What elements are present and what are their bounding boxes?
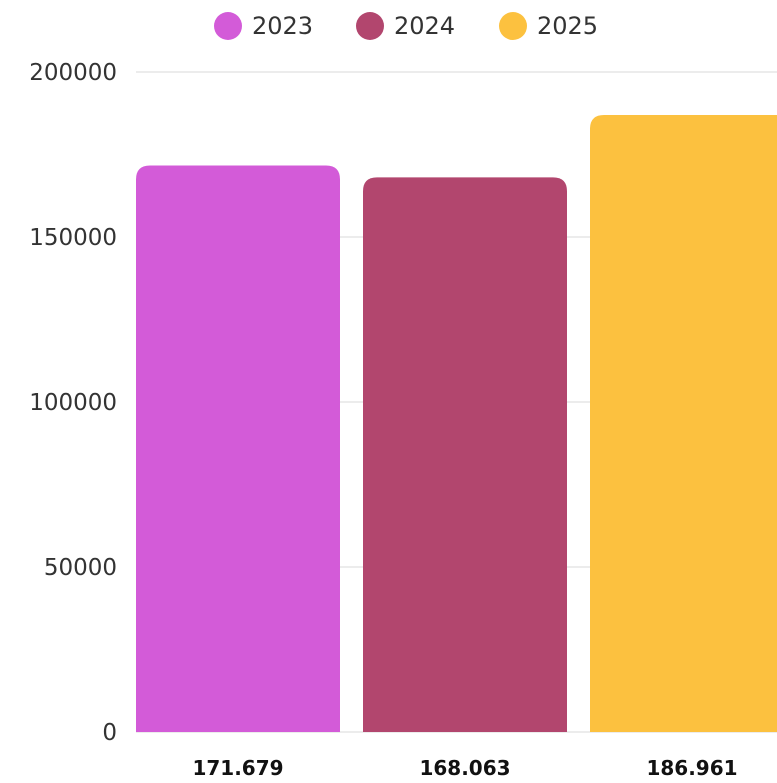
y-tick-label: 200000 (29, 60, 117, 86)
value-label-2025: 186.961 (646, 756, 737, 780)
y-axis-ticks: 0 50000 100000 150000 200000 (29, 60, 117, 746)
value-label-2024: 168.063 (419, 756, 510, 780)
bar-2025 (590, 115, 777, 732)
legend: 2023 2024 2025 (214, 12, 598, 40)
legend-item-2024: 2024 (356, 12, 455, 40)
bars (136, 115, 777, 733)
legend-swatch (356, 12, 384, 40)
legend-item-2025: 2025 (499, 12, 598, 40)
legend-swatch (214, 12, 242, 40)
legend-label: 2024 (394, 12, 455, 40)
legend-swatch (499, 12, 527, 40)
value-label-2023: 171.679 (192, 756, 283, 780)
legend-label: 2025 (537, 12, 598, 40)
y-tick-label: 150000 (29, 225, 117, 251)
legend-label: 2023 (252, 12, 313, 40)
bar-2023 (136, 165, 340, 733)
value-labels: 171.679 168.063 186.961 (192, 756, 737, 780)
legend-item-2023: 2023 (214, 12, 313, 40)
y-tick-label: 100000 (29, 390, 117, 416)
bar-2024 (363, 177, 567, 733)
y-tick-label: 50000 (44, 555, 117, 581)
y-tick-label: 0 (102, 720, 117, 746)
